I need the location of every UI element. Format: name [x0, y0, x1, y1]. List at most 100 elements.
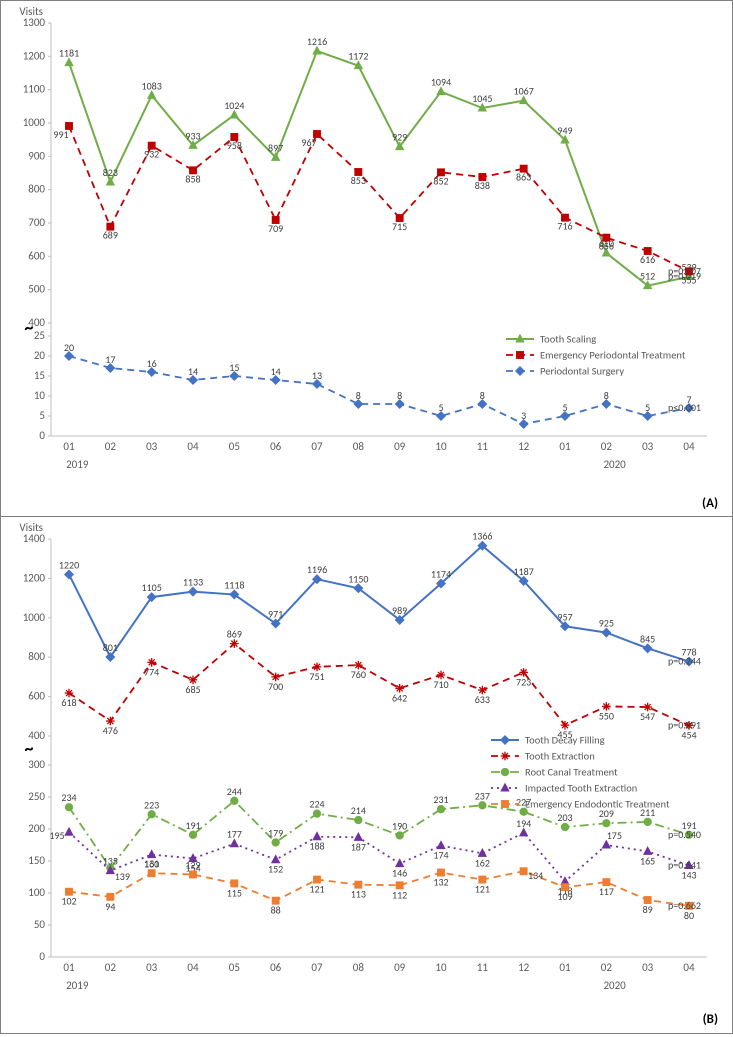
svg-text:p=0.244: p=0.244 [668, 655, 701, 668]
svg-text:633: 633 [475, 693, 490, 706]
svg-text:1172: 1172 [348, 50, 368, 63]
svg-text:115: 115 [227, 886, 242, 899]
svg-text:11: 11 [477, 961, 489, 974]
svg-text:1400: 1400 [23, 532, 46, 545]
svg-text:02: 02 [105, 961, 117, 974]
svg-text:989: 989 [392, 604, 407, 617]
svg-text:187: 187 [351, 840, 366, 853]
svg-text:190: 190 [392, 819, 407, 832]
svg-text:231: 231 [433, 793, 448, 806]
svg-text:146: 146 [392, 867, 407, 880]
svg-text:1187: 1187 [514, 565, 534, 578]
svg-text:Tooth Scaling: Tooth Scaling [540, 333, 596, 346]
svg-text:224: 224 [309, 798, 324, 811]
svg-text:1024: 1024 [224, 99, 244, 112]
svg-text:10: 10 [435, 440, 447, 453]
svg-text:175: 175 [607, 829, 622, 842]
svg-text:967: 967 [301, 136, 316, 149]
svg-text:05: 05 [229, 440, 240, 453]
svg-text:715: 715 [392, 220, 407, 233]
svg-text:1196: 1196 [307, 563, 327, 576]
svg-text:237: 237 [475, 789, 490, 802]
svg-text:3: 3 [521, 409, 526, 422]
svg-text:656: 656 [599, 240, 614, 253]
svg-text:191: 191 [185, 819, 200, 832]
svg-text:(B): (B) [703, 1012, 718, 1027]
svg-text:991: 991 [53, 128, 68, 141]
svg-text:547: 547 [640, 710, 655, 723]
svg-text:150: 150 [28, 854, 45, 867]
svg-text:5: 5 [438, 401, 443, 414]
svg-text:09: 09 [394, 440, 406, 453]
svg-text:04: 04 [187, 440, 199, 453]
svg-text:09: 09 [394, 961, 406, 974]
svg-text:2019: 2019 [66, 979, 89, 992]
svg-text:1100: 1100 [23, 83, 46, 96]
svg-text:863: 863 [516, 171, 531, 184]
svg-text:244: 244 [227, 785, 242, 798]
svg-text:177: 177 [227, 828, 242, 841]
svg-text:214: 214 [351, 804, 366, 817]
svg-text:1150: 1150 [348, 572, 368, 585]
svg-text:2020: 2020 [603, 458, 626, 471]
svg-text:616: 616 [640, 253, 655, 266]
svg-text:10: 10 [34, 389, 46, 402]
svg-text:5: 5 [645, 401, 650, 414]
svg-text:476: 476 [103, 724, 118, 737]
svg-text:5: 5 [562, 401, 567, 414]
svg-text:20: 20 [64, 341, 74, 354]
svg-text:300: 300 [28, 758, 45, 771]
svg-text:800: 800 [28, 183, 45, 196]
svg-text:152: 152 [268, 863, 283, 876]
svg-text:134: 134 [528, 869, 543, 882]
svg-text:689: 689 [103, 229, 118, 242]
svg-text:165: 165 [640, 854, 655, 867]
svg-text:929: 929 [392, 131, 407, 144]
svg-text:50: 50 [34, 918, 46, 931]
svg-text:838: 838 [475, 179, 490, 192]
svg-text:774: 774 [144, 665, 159, 678]
svg-text:132: 132 [433, 876, 448, 889]
svg-text:25: 25 [34, 329, 45, 342]
svg-text:03: 03 [146, 961, 158, 974]
svg-text:06: 06 [270, 961, 282, 974]
svg-text:710: 710 [433, 678, 448, 691]
svg-text:~: ~ [24, 738, 34, 760]
svg-text:08: 08 [353, 961, 365, 974]
svg-text:223: 223 [144, 798, 159, 811]
svg-text:550: 550 [599, 709, 614, 722]
svg-text:1105: 1105 [142, 581, 162, 594]
svg-text:800: 800 [28, 650, 45, 663]
svg-text:600: 600 [28, 690, 45, 703]
svg-text:949: 949 [557, 124, 572, 137]
svg-text:234: 234 [61, 791, 76, 804]
svg-text:03: 03 [146, 440, 158, 453]
svg-text:1200: 1200 [23, 49, 46, 62]
svg-text:823: 823 [103, 166, 118, 179]
svg-text:852: 852 [433, 174, 448, 187]
svg-text:858: 858 [185, 172, 200, 185]
svg-text:04: 04 [187, 961, 199, 974]
svg-text:716: 716 [557, 220, 572, 233]
svg-text:100: 100 [28, 886, 45, 899]
figure-page: Visits4005006007008009001000110012001300… [0, 0, 733, 1034]
svg-text:971: 971 [268, 608, 283, 621]
svg-text:139: 139 [115, 870, 130, 883]
svg-text:135: 135 [103, 855, 118, 868]
svg-text:618: 618 [61, 696, 76, 709]
svg-text:11: 11 [477, 440, 489, 453]
svg-text:p=0.541: p=0.541 [668, 858, 701, 871]
svg-text:1133: 1133 [183, 576, 203, 589]
svg-text:685: 685 [185, 683, 200, 696]
svg-text:Emergency Periodontal Treatmen: Emergency Periodontal Treatment [540, 349, 686, 362]
svg-text:Impacted Tooth Extraction: Impacted Tooth Extraction [525, 782, 637, 795]
svg-text:845: 845 [640, 632, 655, 645]
svg-text:8: 8 [397, 389, 402, 402]
svg-text:723: 723 [516, 675, 531, 688]
svg-text:02: 02 [105, 440, 117, 453]
svg-text:0: 0 [39, 950, 45, 963]
svg-text:1000: 1000 [23, 611, 46, 624]
svg-text:88: 88 [271, 904, 281, 917]
svg-text:~: ~ [24, 317, 34, 339]
svg-text:02: 02 [601, 440, 613, 453]
